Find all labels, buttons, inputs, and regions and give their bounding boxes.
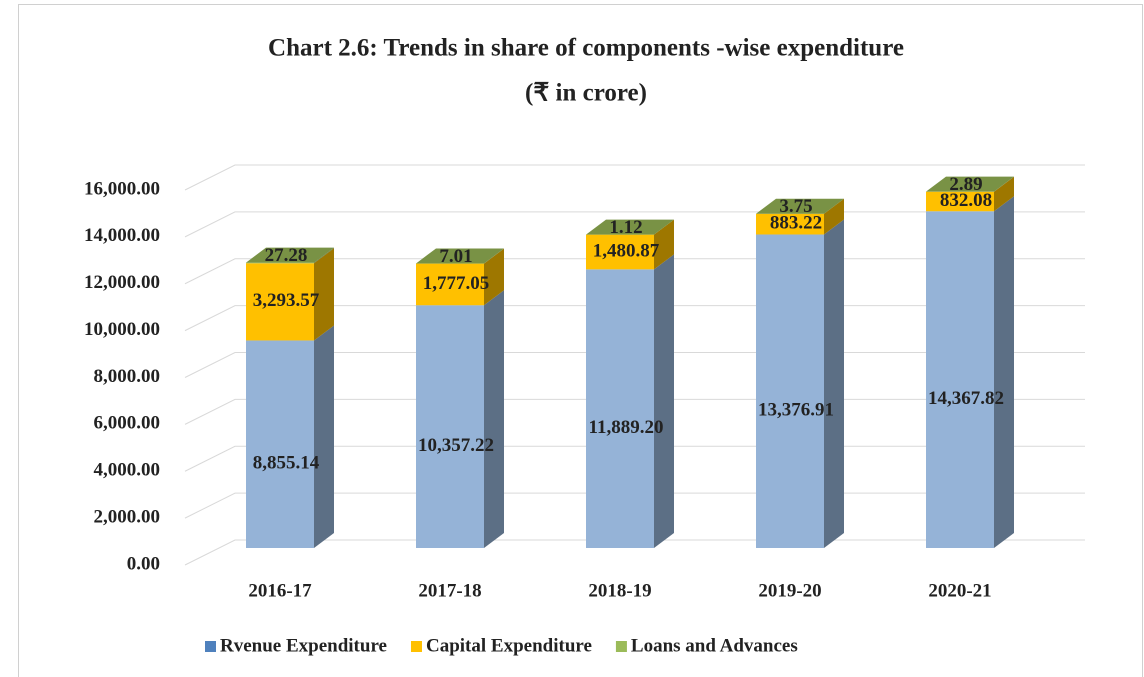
bar-side — [824, 198, 844, 235]
data-label: 832.08 — [940, 190, 992, 211]
y-tick-label: 2,000.00 — [94, 506, 161, 527]
y-tick-label: 16,000.00 — [84, 178, 160, 199]
bar-side — [314, 325, 334, 548]
bar — [586, 269, 654, 548]
legend-label: Rvenue Expenditure — [220, 635, 387, 656]
legend-label: Loans and Advances — [631, 635, 798, 656]
chart-title: Chart 2.6: Trends in share of components… — [268, 35, 904, 62]
bar — [756, 213, 824, 235]
bar-side — [484, 248, 504, 306]
y-tick-label: 4,000.00 — [94, 460, 161, 481]
y-tick-label: 6,000.00 — [94, 413, 161, 434]
bar-side — [484, 248, 504, 264]
y-tick-label: 14,000.00 — [84, 225, 160, 246]
x-tick-label: 2020-21 — [928, 580, 991, 601]
legend-label: Capital Expenditure — [426, 635, 592, 656]
legend-marker — [205, 641, 216, 652]
legend-marker — [410, 641, 422, 652]
data-label: 14,367.82 — [928, 388, 1004, 409]
data-label: 3,293.57 — [253, 290, 320, 311]
data-label: 27.28 — [265, 245, 308, 266]
bar-side — [314, 248, 334, 341]
grid-line — [184, 164, 1085, 191]
data-label: 1,480.87 — [593, 240, 660, 261]
bar-side — [824, 198, 844, 214]
data-label: 3.75 — [779, 196, 812, 217]
data-label: 11,889.20 — [589, 417, 664, 438]
bar-side — [484, 290, 504, 548]
x-tick-label: 2017-18 — [418, 580, 481, 601]
legend-marker — [615, 641, 627, 652]
y-tick-label: 12,000.00 — [84, 272, 160, 293]
bar — [926, 211, 994, 548]
bar-top — [246, 247, 334, 263]
data-label: 1.12 — [609, 217, 642, 238]
bar-side — [994, 176, 1014, 212]
bar-top — [926, 176, 1014, 192]
x-tick-label: 2018-19 — [588, 580, 651, 601]
bar-side — [824, 219, 844, 548]
data-label: 10,357.22 — [418, 435, 494, 456]
data-label: 13,376.91 — [758, 400, 834, 421]
y-tick-label: 8,000.00 — [94, 366, 161, 387]
bar — [246, 262, 314, 264]
chart-subtitle: (₹ in crore) — [525, 80, 647, 107]
y-tick-label: 0.00 — [127, 553, 160, 574]
data-label: 2.89 — [949, 174, 982, 195]
bar-side — [994, 196, 1014, 548]
x-tick-label: 2016-17 — [248, 580, 312, 601]
data-label: 1,777.05 — [423, 273, 490, 294]
bar — [416, 263, 484, 306]
data-label: 8,855.14 — [253, 453, 320, 474]
bar-side — [654, 219, 674, 270]
data-label: 7.01 — [439, 246, 472, 267]
bar — [586, 234, 654, 270]
bar — [246, 340, 314, 548]
bar-side — [654, 219, 674, 235]
bar-top — [586, 219, 674, 235]
bar — [756, 234, 824, 548]
bar-side — [314, 247, 334, 264]
bar-top — [416, 248, 504, 264]
y-tick-label: 10,000.00 — [84, 319, 160, 340]
bar-side — [994, 176, 1014, 192]
bar — [926, 191, 994, 212]
bar-top — [756, 198, 844, 214]
bar-side — [654, 254, 674, 549]
data-label: 883.22 — [770, 212, 822, 233]
bar — [416, 305, 484, 548]
bar — [246, 263, 314, 341]
x-tick-label: 2019-20 — [758, 580, 821, 601]
